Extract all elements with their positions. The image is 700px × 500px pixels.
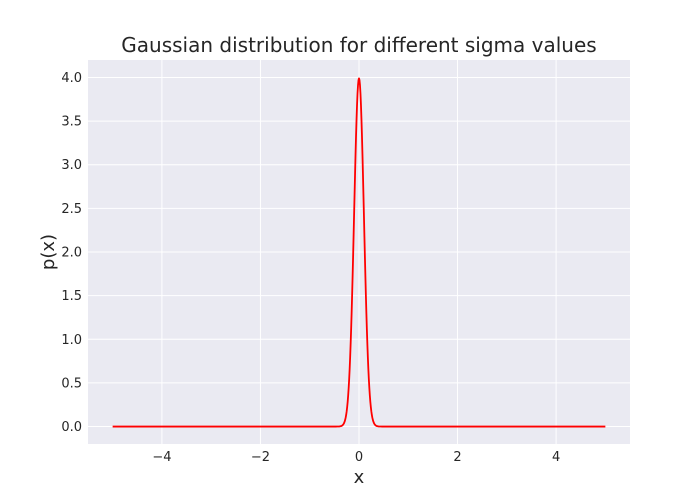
y-tick-label: 3.5 <box>61 115 82 130</box>
y-tick-label: 1.0 <box>61 333 82 348</box>
chart-title: Gaussian distribution for different sigm… <box>121 33 596 57</box>
x-axis-label: x <box>354 467 365 488</box>
y-tick-label: 0.5 <box>61 376 82 391</box>
y-tick-label: 4.0 <box>61 71 82 86</box>
x-tick-label: 0 <box>355 450 363 465</box>
x-tick-label: −4 <box>152 450 171 465</box>
x-tick-labels: −4 −2 0 2 4 <box>152 450 560 465</box>
x-tick-label: 2 <box>453 450 461 465</box>
y-tick-label: 2.0 <box>61 246 82 261</box>
y-axis-label: p(x) <box>38 234 59 270</box>
y-tick-label: 2.5 <box>61 202 82 217</box>
y-gridlines <box>88 76 630 428</box>
series-layer <box>112 77 606 428</box>
gaussian-curve-line <box>112 77 606 428</box>
x-tick-label: −2 <box>251 450 270 465</box>
x-tick-label: 4 <box>552 450 560 465</box>
y-tick-label: 1.5 <box>61 289 82 304</box>
y-tick-labels: 0.0 0.5 1.0 1.5 2.0 2.5 3.0 3.5 4.0 <box>61 71 82 435</box>
y-tick-label: 3.0 <box>61 158 82 173</box>
y-tick-label: 0.0 <box>61 420 82 435</box>
